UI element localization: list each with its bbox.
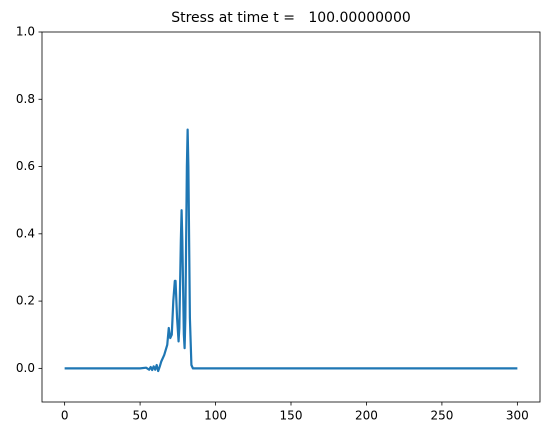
y-tick-label: 0.2 [16, 294, 35, 308]
data-line [64, 128, 518, 373]
chart-title: Stress at time t = 100.00000000 [171, 10, 411, 26]
y-tick-label: 1.0 [16, 25, 35, 39]
y-tick-label: 0.8 [16, 92, 35, 106]
x-tick-label: 250 [430, 409, 453, 423]
y-tick-label: 0.0 [16, 361, 35, 375]
x-tick-label: 50 [132, 409, 147, 423]
axes-frame [41, 31, 541, 403]
y-tick-label: 0.6 [16, 159, 35, 173]
y-tick-label: 0.4 [16, 226, 35, 240]
x-tick-label: 300 [506, 409, 529, 423]
x-tick-label: 200 [355, 409, 378, 423]
x-tick-label: 150 [280, 409, 303, 423]
x-tick-label: 0 [61, 409, 69, 423]
x-tick-label: 100 [204, 409, 227, 423]
